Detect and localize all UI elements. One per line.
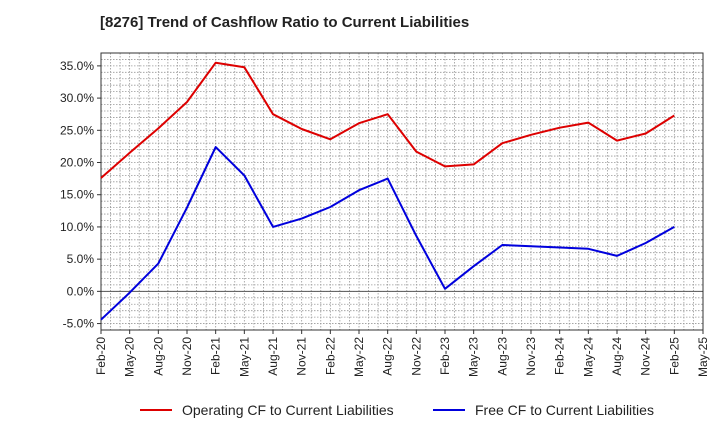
x-tick-label: Feb-22	[323, 337, 337, 375]
y-tick-label: 0.0%	[67, 284, 95, 298]
legend-label-operating-cf: Operating CF to Current Liabilities	[182, 402, 394, 418]
plot-frame	[100, 52, 704, 331]
x-tick-label: May-24	[581, 337, 595, 377]
x-tick-label: Nov-21	[295, 337, 309, 376]
x-tick-label: May-21	[237, 337, 251, 377]
y-tick-label: 10.0%	[60, 220, 94, 234]
x-tick-label: Aug-21	[266, 337, 280, 376]
x-tick-label: Aug-23	[495, 337, 509, 376]
x-tick-label: Nov-24	[639, 337, 653, 376]
x-tick-label: Aug-22	[381, 337, 395, 376]
x-tick-label: Aug-20	[151, 337, 165, 376]
y-tick-label: -5.0%	[63, 317, 95, 331]
x-tick-label: Nov-20	[180, 337, 194, 376]
x-tick-label: Aug-24	[610, 337, 624, 376]
legend-swatch-free-cf	[433, 409, 465, 411]
y-tick-label: 35.0%	[60, 59, 94, 73]
legend-item-free-cf: Free CF to Current Liabilities	[433, 402, 654, 418]
y-tick-label: 25.0%	[60, 123, 94, 137]
y-tick-label: 20.0%	[60, 156, 94, 170]
series-line-operating-cf	[100, 61, 675, 179]
legend: Operating CF to Current Liabilities Free…	[0, 402, 720, 426]
legend-label-free-cf: Free CF to Current Liabilities	[475, 402, 654, 418]
x-tick-label: Feb-21	[209, 337, 223, 375]
chart-title: [8276] Trend of Cashflow Ratio to Curren…	[100, 14, 470, 31]
legend-item-operating-cf: Operating CF to Current Liabilities	[140, 402, 394, 418]
x-tick-label: May-22	[352, 337, 366, 377]
x-tick-label: Nov-22	[409, 337, 423, 376]
plot-area	[101, 53, 703, 330]
x-tick-label: Feb-20	[94, 337, 108, 375]
series-line-free-cf	[100, 146, 675, 321]
x-tick-label: Feb-25	[667, 337, 681, 375]
x-tick-label: Nov-23	[524, 337, 538, 376]
y-tick-label: 30.0%	[60, 91, 94, 105]
x-tick-label: May-23	[467, 337, 481, 377]
legend-swatch-operating-cf	[140, 409, 172, 411]
x-tick-label: Feb-23	[438, 337, 452, 375]
y-tick-label: 15.0%	[60, 188, 94, 202]
x-tick-label: May-25	[696, 337, 710, 377]
y-tick-label: 5.0%	[67, 252, 95, 266]
x-tick-label: May-20	[123, 337, 137, 377]
x-tick-label: Feb-24	[553, 337, 567, 375]
